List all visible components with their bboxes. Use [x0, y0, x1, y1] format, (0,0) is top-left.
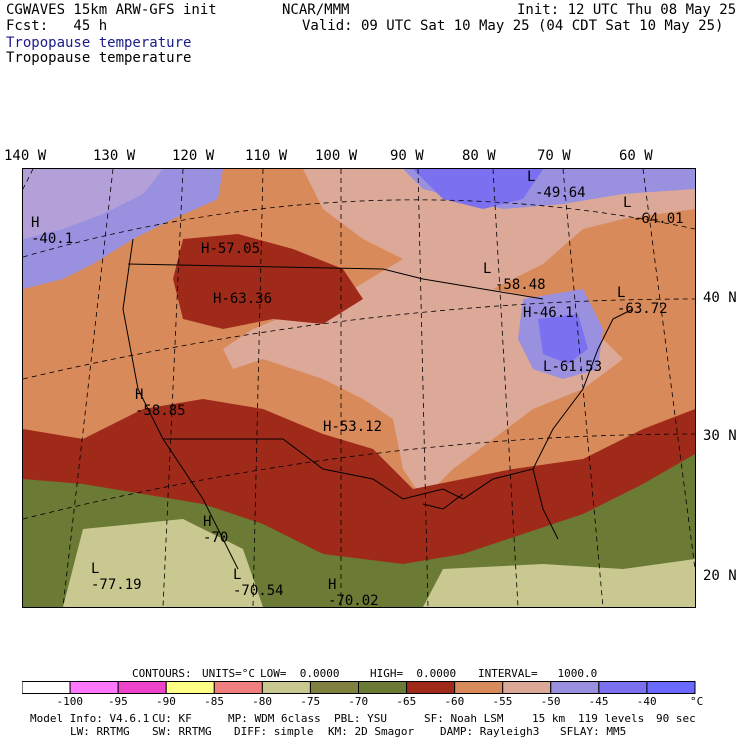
region-darkred-south	[23, 399, 695, 569]
valid-time: Valid: 09 UTC Sat 10 May 25 (04 CDT Sat …	[302, 18, 724, 34]
lon-label-140w: 140 W	[4, 148, 47, 164]
lon-label-80w: 80 W	[462, 148, 496, 164]
colorbar-swatch	[550, 681, 600, 694]
center-label: H -58.85	[135, 387, 186, 419]
contour-high: HIGH= 0.0000	[370, 667, 457, 680]
coastlines	[122, 238, 634, 570]
footer-damp: DAMP: Rayleigh3	[440, 725, 540, 738]
footer-diff: DIFF: simple	[234, 725, 314, 738]
colorbar	[22, 681, 696, 694]
contour-field-title: Tropopause temperature	[6, 50, 192, 66]
colorbar-swatch	[165, 681, 215, 694]
center-label: L -70.54	[233, 567, 284, 599]
contours-label: CONTOURS:	[132, 667, 192, 680]
colorbar-swatch	[502, 681, 552, 694]
colorbar-unit: °C	[690, 695, 704, 708]
contour-low: LOW= 0.0000	[260, 667, 340, 680]
colorbar-tick-label: -60	[444, 695, 465, 708]
lon-label-60w: 60 W	[619, 148, 653, 164]
center-label: H-63.36	[213, 291, 273, 307]
center-label: H-46.1	[523, 305, 574, 321]
center-label: H-53.12	[323, 419, 383, 435]
region-tan-south	[423, 559, 695, 607]
footer-levels: 119 levels	[578, 712, 645, 725]
colorbar-tick-label: -90	[156, 695, 176, 708]
lat-label-20n: 20 N	[703, 568, 737, 584]
center-label: L-61.53	[543, 359, 603, 375]
footer-sf: SF: Noah LSM	[424, 712, 504, 725]
forecast-hour: Fcst: 45 h	[6, 18, 108, 34]
colorbar-swatch	[406, 681, 456, 694]
footer-timestep: 90 sec	[656, 712, 696, 725]
footer-cu: CU: KF	[152, 712, 192, 725]
colorbar-swatch	[261, 681, 311, 694]
footer-mp: MP: WDM 6class	[228, 712, 321, 725]
colorbar-swatch	[213, 681, 263, 694]
colorbar-tick-label: -50	[540, 695, 561, 708]
colorbar-tick-label: -80	[252, 695, 273, 708]
footer-sflay: SFLAY: MM5	[560, 725, 627, 738]
lat-label-30n: 30 N	[703, 428, 737, 444]
center-label: L -49.64	[527, 169, 586, 201]
lon-label-90w: 90 W	[390, 148, 424, 164]
colorbar-tick-label: -40	[636, 695, 657, 708]
colorbar-tick-label: -45	[588, 695, 609, 708]
colorbar-swatch	[598, 681, 648, 694]
colorbar-tick-label: -65	[396, 695, 417, 708]
colorbar-tick-label: -100	[56, 695, 83, 708]
lon-label-120w: 120 W	[172, 148, 215, 164]
center-name: NCAR/MMM	[282, 2, 350, 18]
colorbar-swatch	[309, 681, 359, 694]
center-label: L -77.19	[91, 561, 142, 593]
colored-field-title: Tropopause temperature	[6, 35, 192, 51]
lat-label-40n: 40 N	[703, 290, 737, 306]
colorbar-swatch	[454, 681, 504, 694]
colorbar-swatch	[69, 681, 119, 694]
center-label: L -58.48	[483, 261, 546, 293]
center-label: H -70.02	[328, 577, 379, 608]
lon-label-70w: 70 W	[537, 148, 571, 164]
colorbar-tick-label: -95	[107, 695, 128, 708]
model-title: CGWAVES 15km ARW-GFS init	[6, 2, 217, 18]
lon-label-130w: 130 W	[93, 148, 136, 164]
region-blue-north	[413, 169, 543, 209]
center-label: L -63.72	[617, 285, 668, 317]
footer-model-info: Model Info: V4.6.1	[30, 712, 150, 725]
region-blue-east	[538, 314, 588, 364]
center-label: H -40.1	[31, 215, 74, 247]
region-pink-north	[303, 169, 695, 289]
footer-sw: SW: RRTMG	[152, 725, 212, 738]
colorbar-swatch	[22, 681, 71, 694]
center-label: L -64.01	[623, 195, 684, 227]
tropopause-temperature-map[interactable]: H -40.1 H-57.05 H-63.36 L -49.64 L -64.01 L…	[22, 168, 696, 608]
colorbar-swatch	[358, 681, 408, 694]
footer-pbl: PBL: YSU	[334, 712, 387, 725]
colorbar-tick-label: -75	[300, 695, 321, 708]
center-label: H-57.05	[201, 241, 261, 257]
footer-km: KM: 2D Smagor	[328, 725, 415, 738]
init-time: Init: 12 UTC Thu 08 May 25	[517, 2, 737, 18]
colorbar-swatch	[117, 681, 167, 694]
region-tan-southwest	[63, 519, 263, 607]
footer-resolution: 15 km	[532, 712, 566, 725]
lon-label-100w: 100 W	[315, 148, 358, 164]
colorbar-tick-label: -85	[204, 695, 224, 708]
region-lavender-nw	[23, 169, 163, 239]
colorbar-tick-label: -55	[492, 695, 513, 708]
colorbar-tick-label: -70	[348, 695, 369, 708]
footer-lw: LW: RRTMG	[70, 725, 130, 738]
lon-label-110w: 110 W	[245, 148, 288, 164]
contour-units: UNITS=°C	[202, 667, 255, 680]
region-darkred-rockies	[173, 234, 363, 329]
contour-interval: INTERVAL= 1000.0	[478, 667, 598, 680]
colorbar-swatch	[646, 681, 696, 694]
map-canvas	[23, 169, 695, 607]
center-label: H -70	[203, 514, 229, 546]
graticule	[23, 169, 695, 607]
